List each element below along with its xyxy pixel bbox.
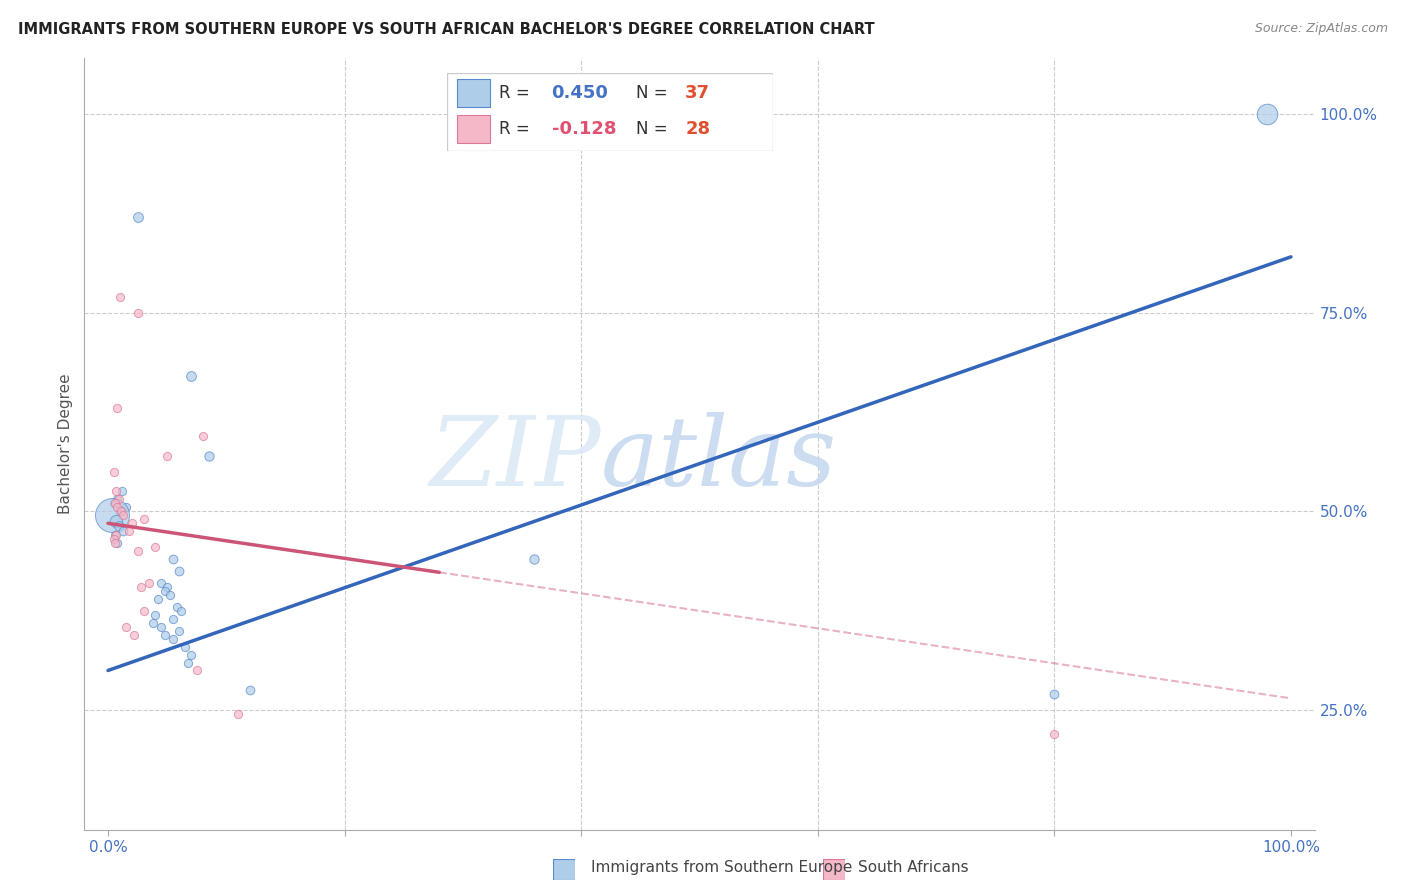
Point: [162, 612, 184, 626]
Point: [121, 516, 143, 531]
Point: [170, 604, 193, 618]
Point: [153, 628, 176, 642]
Point: [105, 528, 128, 542]
Point: [112, 524, 135, 539]
Point: [118, 524, 141, 539]
Point: [150, 620, 173, 634]
Point: [127, 210, 149, 224]
Point: [104, 536, 127, 550]
Point: [153, 583, 176, 598]
Point: [226, 707, 249, 722]
Point: [107, 401, 129, 415]
Point: [103, 465, 125, 479]
Point: [127, 305, 149, 319]
Point: [104, 496, 127, 510]
Point: [138, 576, 160, 591]
Point: [143, 540, 166, 554]
Point: [239, 683, 262, 698]
Point: [108, 290, 131, 304]
Point: [107, 492, 129, 507]
Point: [114, 500, 136, 515]
Point: [132, 604, 155, 618]
Point: [167, 564, 190, 578]
Point: [1256, 106, 1278, 120]
Point: [146, 591, 169, 606]
Point: [104, 528, 127, 542]
Point: [180, 648, 202, 662]
Point: [111, 484, 134, 499]
Point: [197, 449, 219, 463]
Point: [114, 620, 136, 634]
Point: [105, 514, 128, 528]
Y-axis label: Bachelor's Degree: Bachelor's Degree: [58, 374, 73, 514]
Point: [177, 656, 200, 670]
Point: [107, 536, 129, 550]
Point: [167, 624, 190, 638]
Text: ZIP: ZIP: [430, 412, 602, 506]
Point: [105, 484, 128, 499]
Point: [523, 552, 546, 566]
Point: [107, 492, 129, 507]
Point: [100, 508, 122, 523]
Point: [127, 544, 149, 558]
Point: [1043, 727, 1066, 741]
Point: [112, 508, 135, 523]
Point: [107, 500, 129, 515]
Point: [132, 512, 155, 526]
Point: [162, 552, 184, 566]
Text: atlas: atlas: [602, 412, 837, 506]
Point: [174, 640, 197, 654]
FancyBboxPatch shape: [823, 859, 845, 880]
FancyBboxPatch shape: [553, 859, 575, 880]
Point: [1043, 687, 1066, 701]
Point: [129, 580, 152, 594]
Text: South Africans: South Africans: [858, 860, 969, 874]
Text: Immigrants from Southern Europe: Immigrants from Southern Europe: [591, 860, 852, 874]
Point: [143, 607, 166, 622]
Point: [142, 615, 165, 630]
Point: [107, 518, 129, 533]
Point: [191, 429, 214, 443]
Point: [150, 576, 173, 591]
Point: [186, 664, 208, 678]
Point: [166, 599, 188, 614]
Point: [103, 533, 125, 547]
Point: [110, 504, 132, 518]
Point: [156, 449, 179, 463]
Text: Source: ZipAtlas.com: Source: ZipAtlas.com: [1254, 22, 1388, 36]
Point: [156, 580, 179, 594]
Point: [122, 628, 145, 642]
Point: [108, 504, 131, 518]
Point: [103, 496, 125, 510]
Point: [162, 632, 184, 646]
Point: [180, 369, 202, 384]
Text: IMMIGRANTS FROM SOUTHERN EUROPE VS SOUTH AFRICAN BACHELOR'S DEGREE CORRELATION C: IMMIGRANTS FROM SOUTHERN EUROPE VS SOUTH…: [18, 22, 875, 37]
Point: [159, 588, 181, 602]
